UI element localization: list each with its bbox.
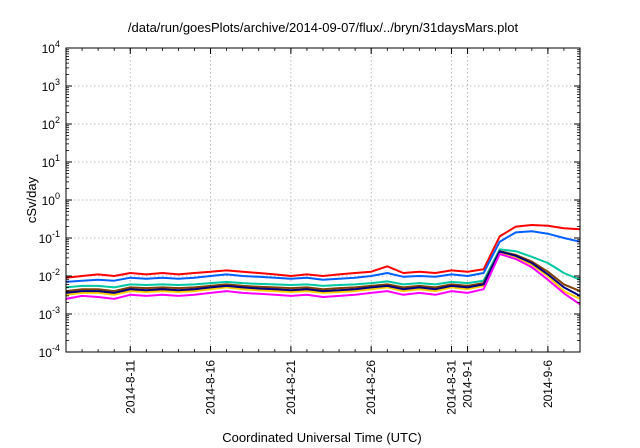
y-tick-exponent: 4 [55,39,60,49]
series-line [65,253,581,306]
y-tick-label: 103 [42,77,60,94]
y-tick-label: 102 [42,115,60,132]
x-tick-label: 2014-8-11 [123,360,137,414]
y-tick-label: 101 [42,153,60,170]
y-tick-exponent: 0 [55,191,60,201]
series-line [65,250,581,297]
y-tick-exponent: -3 [52,305,60,315]
x-tick-label: 2014-8-16 [204,360,218,415]
y-tick-exponent: 1 [55,153,60,163]
y-tick-label: 104 [42,39,60,56]
chart-title: /data/run/goesPlots/archive/2014-09-07/f… [128,20,519,35]
x-tick-label: 2014-9-1 [461,360,475,408]
y-tick-label: 100 [42,191,60,208]
y-tick-label: 10-4 [39,343,60,360]
y-tick-label: 10-3 [39,305,60,322]
x-tick-label: 2014-8-31 [445,360,459,415]
y-tick-label: 10-2 [39,267,60,284]
y-tick-exponent: 2 [55,115,60,125]
y-tick-exponent: 3 [55,77,60,87]
y-axis-label: cSv/day [24,176,39,223]
y-tick-label: 10-1 [39,229,60,246]
x-tick-label: 2014-9-6 [541,360,555,408]
y-tick-exponent: -4 [52,343,60,353]
x-tick-label: 2014-8-21 [284,360,298,415]
y-tick-exponent: -1 [52,229,60,239]
series-line [65,224,581,279]
series-line [65,230,581,283]
ticks: 10-410-310-210-11001011021031042014-8-11… [39,39,581,415]
x-axis-label: Coordinated Universal Time (UTC) [222,430,421,445]
y-tick-exponent: -2 [52,267,60,277]
series-lines [65,224,581,306]
x-tick-label: 2014-8-26 [364,360,378,415]
grid-lines [66,48,580,352]
